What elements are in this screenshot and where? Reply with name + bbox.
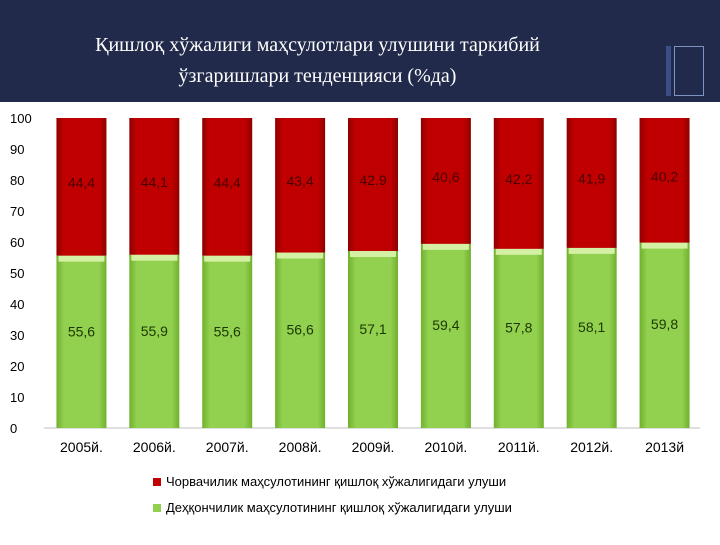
chart-area: 0 10 20 30 40 50 60 70 80 90 100 2005й. 2006й. 2007й.… bbox=[0, 102, 720, 540]
y-tick-label: 40 bbox=[10, 297, 24, 312]
y-tick-label: 100 bbox=[10, 111, 32, 126]
bar-segment-livestock bbox=[202, 118, 253, 256]
bar-segment-livestock bbox=[56, 118, 107, 256]
bar-segment-livestock bbox=[348, 118, 398, 251]
data-label-crops: 59,8 bbox=[651, 316, 678, 332]
bar-segment-livestock bbox=[639, 118, 690, 243]
x-tick-label: 2006й. bbox=[133, 439, 176, 455]
bar-segment-crops bbox=[275, 252, 326, 428]
y-tick-label: 30 bbox=[10, 328, 24, 343]
data-label-livestock: 42,2 bbox=[505, 171, 532, 187]
slide-decoration-icon bbox=[666, 46, 706, 96]
y-tick-label: 70 bbox=[10, 204, 24, 219]
x-tick-label: 2013й bbox=[645, 439, 684, 455]
legend-swatch-livestock bbox=[153, 478, 161, 486]
x-tick-label: 2012й. bbox=[570, 439, 613, 455]
bar-segment-crops bbox=[129, 254, 180, 428]
data-label-crops: 55,6 bbox=[68, 323, 95, 339]
bar-segment-crops bbox=[202, 255, 253, 428]
y-tick-label: 10 bbox=[10, 390, 24, 405]
x-tick-label: 2005й. bbox=[60, 439, 103, 455]
bar-segment-livestock bbox=[566, 118, 617, 248]
bar-segment-crops bbox=[566, 247, 617, 428]
bar-segment-livestock bbox=[129, 118, 180, 255]
data-label-livestock: 44,4 bbox=[214, 174, 241, 190]
y-tick-label: 20 bbox=[10, 359, 24, 374]
data-label-livestock: 40,2 bbox=[651, 168, 678, 184]
data-label-livestock: 44,1 bbox=[141, 174, 168, 190]
bar-highlight-crops bbox=[277, 252, 324, 259]
y-tick-label: 0 bbox=[10, 421, 17, 436]
x-tick-label: 2009й. bbox=[352, 439, 395, 455]
y-tick-label: 50 bbox=[10, 266, 24, 281]
data-label-crops: 59,4 bbox=[432, 317, 459, 333]
slide-header: Қишлоқ хўжалиги маҳсулотлари улушини тар… bbox=[0, 0, 720, 102]
bar-highlight-crops bbox=[204, 255, 251, 262]
bar-highlight-crops bbox=[131, 254, 178, 261]
bar-segment-crops bbox=[56, 255, 107, 428]
data-label-livestock: 41,9 bbox=[578, 171, 605, 187]
x-tick-label: 2011й. bbox=[498, 439, 540, 455]
bar-segment-crops bbox=[639, 242, 690, 428]
bar-segment-crops bbox=[420, 243, 471, 428]
data-label-crops: 57,1 bbox=[359, 321, 386, 337]
data-label-crops: 56,6 bbox=[286, 322, 313, 338]
legend-label-livestock: Чорвачилик маҳсулотининг қишлоқ хўжалиги… bbox=[166, 474, 506, 489]
x-tick-label: 2008й. bbox=[279, 439, 322, 455]
data-label-crops: 57,8 bbox=[505, 320, 532, 336]
y-tick-label: 90 bbox=[10, 142, 24, 157]
y-tick-label: 80 bbox=[10, 173, 24, 188]
bar-highlight-crops bbox=[58, 255, 105, 262]
bar-highlight-crops bbox=[568, 247, 615, 254]
bar-segment-crops bbox=[493, 248, 544, 428]
bar-segment-livestock bbox=[493, 118, 544, 249]
data-label-livestock: 40,6 bbox=[432, 169, 459, 185]
data-label-livestock: 44,4 bbox=[68, 174, 95, 190]
bar-segment-livestock bbox=[275, 118, 326, 253]
data-label-crops: 55,6 bbox=[214, 323, 241, 339]
bar-highlight-crops bbox=[641, 242, 688, 249]
stacked-bar-chart: 0 10 20 30 40 50 60 70 80 90 100 2005й. 2006й. 2007й.… bbox=[10, 111, 700, 515]
data-label-livestock: 43,4 bbox=[286, 173, 313, 189]
legend-swatch-crops bbox=[153, 504, 161, 512]
x-tick-label: 2007й. bbox=[206, 439, 249, 455]
bar-highlight-crops bbox=[422, 243, 469, 250]
slide-title-line2: ўзгаришлари тенденцияси (%да) bbox=[178, 65, 457, 87]
data-label-crops: 55,9 bbox=[141, 323, 168, 339]
data-label-livestock: 42,9 bbox=[359, 172, 386, 188]
y-tick-label: 60 bbox=[10, 235, 24, 250]
x-tick-label: 2010й. bbox=[424, 439, 467, 455]
bar-highlight-crops bbox=[495, 248, 542, 255]
slide-title-line1: Қишлоқ хўжалиги маҳсулотлари улушини тар… bbox=[95, 34, 540, 56]
bar-segment-crops bbox=[348, 250, 398, 428]
legend-label-crops: Деҳқончилик маҳсулотининг қишлоқ хўжалиг… bbox=[166, 500, 512, 515]
bar-highlight-crops bbox=[350, 250, 396, 257]
slide-title: Қишлоқ хўжалиги маҳсулотлари улушини тар… bbox=[10, 30, 625, 92]
data-label-crops: 58,1 bbox=[578, 319, 605, 335]
bar-segment-livestock bbox=[420, 118, 471, 244]
